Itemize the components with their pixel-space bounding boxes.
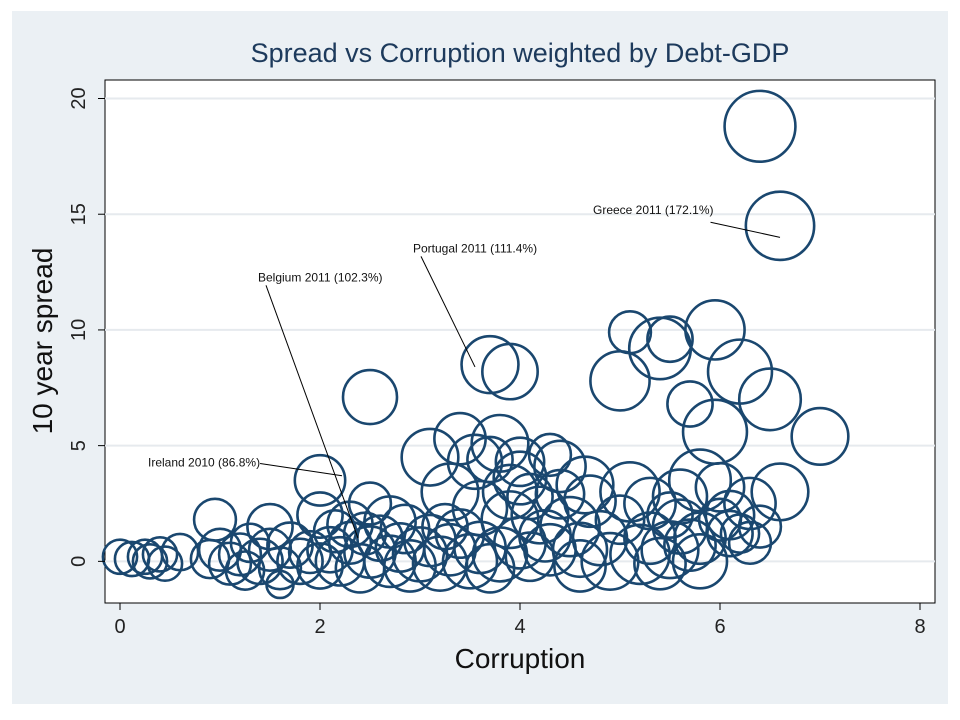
y-tick-label: 0 xyxy=(68,556,90,567)
y-tick-label: 20 xyxy=(68,87,90,109)
bubble-point xyxy=(589,349,651,412)
x-tick-label: 6 xyxy=(714,616,725,638)
y-tick-label: 5 xyxy=(68,440,90,451)
bubble-point xyxy=(146,545,184,583)
annotation-leader-line xyxy=(265,285,359,539)
bubble-point xyxy=(727,520,773,566)
bubble-point xyxy=(527,432,573,478)
bubble-point xyxy=(460,334,520,395)
x-tick-label: 4 xyxy=(514,616,525,638)
bubble-point xyxy=(480,490,540,550)
bubble-point xyxy=(296,491,344,539)
bubble-point xyxy=(347,481,393,526)
bubble-point xyxy=(492,450,548,506)
bubble-point xyxy=(646,491,694,539)
annotations: Greece 2011 (172.1%) Portugal 2011 (111.4… xyxy=(148,203,781,539)
bubble-point xyxy=(555,455,615,515)
bubble-point xyxy=(341,368,399,426)
annotation-label: Belgium 2011 (102.3%) xyxy=(258,270,383,284)
x-tick-label: 0 xyxy=(114,616,125,638)
bubble-point xyxy=(594,494,646,546)
bubble-point xyxy=(719,513,761,554)
bubble-point xyxy=(420,462,480,522)
bubble-point xyxy=(697,497,743,542)
bubble-point xyxy=(276,537,324,586)
bubble-point xyxy=(493,515,547,570)
bubble-point xyxy=(101,538,139,576)
bubble-point xyxy=(534,468,586,520)
annotation-label: Greece 2011 (172.1%) xyxy=(593,203,714,217)
bubble-point xyxy=(342,511,388,556)
bubble-point xyxy=(494,436,546,488)
bubble-point xyxy=(663,518,717,573)
bubble-point xyxy=(633,536,687,591)
bubble-point xyxy=(694,461,746,513)
bubble-point xyxy=(265,569,295,600)
bubbles xyxy=(101,89,850,600)
bubble-point xyxy=(744,190,816,262)
bubble-point xyxy=(421,502,469,551)
x-tick-label: 8 xyxy=(914,616,925,638)
bubble-point xyxy=(441,533,499,590)
bubble-point xyxy=(141,536,179,573)
x-tick-label: 2 xyxy=(314,616,325,638)
bubble-point xyxy=(553,539,607,593)
annotation-leader-line xyxy=(260,462,343,477)
y-tick-label: 10 xyxy=(68,319,90,341)
annotation-leader-line xyxy=(710,221,781,238)
bubble-point xyxy=(293,453,347,507)
bubble-point xyxy=(518,508,572,563)
bubble-point xyxy=(706,509,754,558)
chart-title: Spread vs Corruption weighted by Debt-GD… xyxy=(251,38,790,68)
bubble-point xyxy=(400,427,460,487)
bubble-point xyxy=(464,542,516,594)
bubble-point xyxy=(379,503,431,555)
bubble-point xyxy=(737,367,803,432)
y-axis-title: 10 year spread xyxy=(27,248,58,435)
axes: 0 5 10 15 20 0 2 4 6 8 xyxy=(68,87,926,638)
bubble-point xyxy=(723,89,797,163)
bubble-point xyxy=(257,546,303,591)
x-axis-title: Corruption xyxy=(455,643,586,674)
bubble-point xyxy=(224,550,266,591)
bubble-point xyxy=(790,406,850,466)
bubble-point xyxy=(446,433,504,491)
bubble-point xyxy=(671,533,729,590)
y-tick-label: 15 xyxy=(68,203,90,225)
bubble-point xyxy=(229,522,271,564)
bubble-point xyxy=(481,342,539,401)
plot-area xyxy=(104,79,936,604)
bubble-point xyxy=(533,439,587,494)
annotation-label: Ireland 2010 (86.8%) xyxy=(148,455,260,469)
bubble-point xyxy=(563,474,617,529)
bubble-point xyxy=(296,542,344,590)
bubble-point xyxy=(646,315,694,364)
bubble-point xyxy=(217,532,263,577)
annotation-label: Portugal 2011 (111.4%) xyxy=(413,241,537,255)
bubble-point xyxy=(666,380,714,428)
annotation-leader-line xyxy=(420,256,476,368)
bubble-point xyxy=(131,542,169,580)
